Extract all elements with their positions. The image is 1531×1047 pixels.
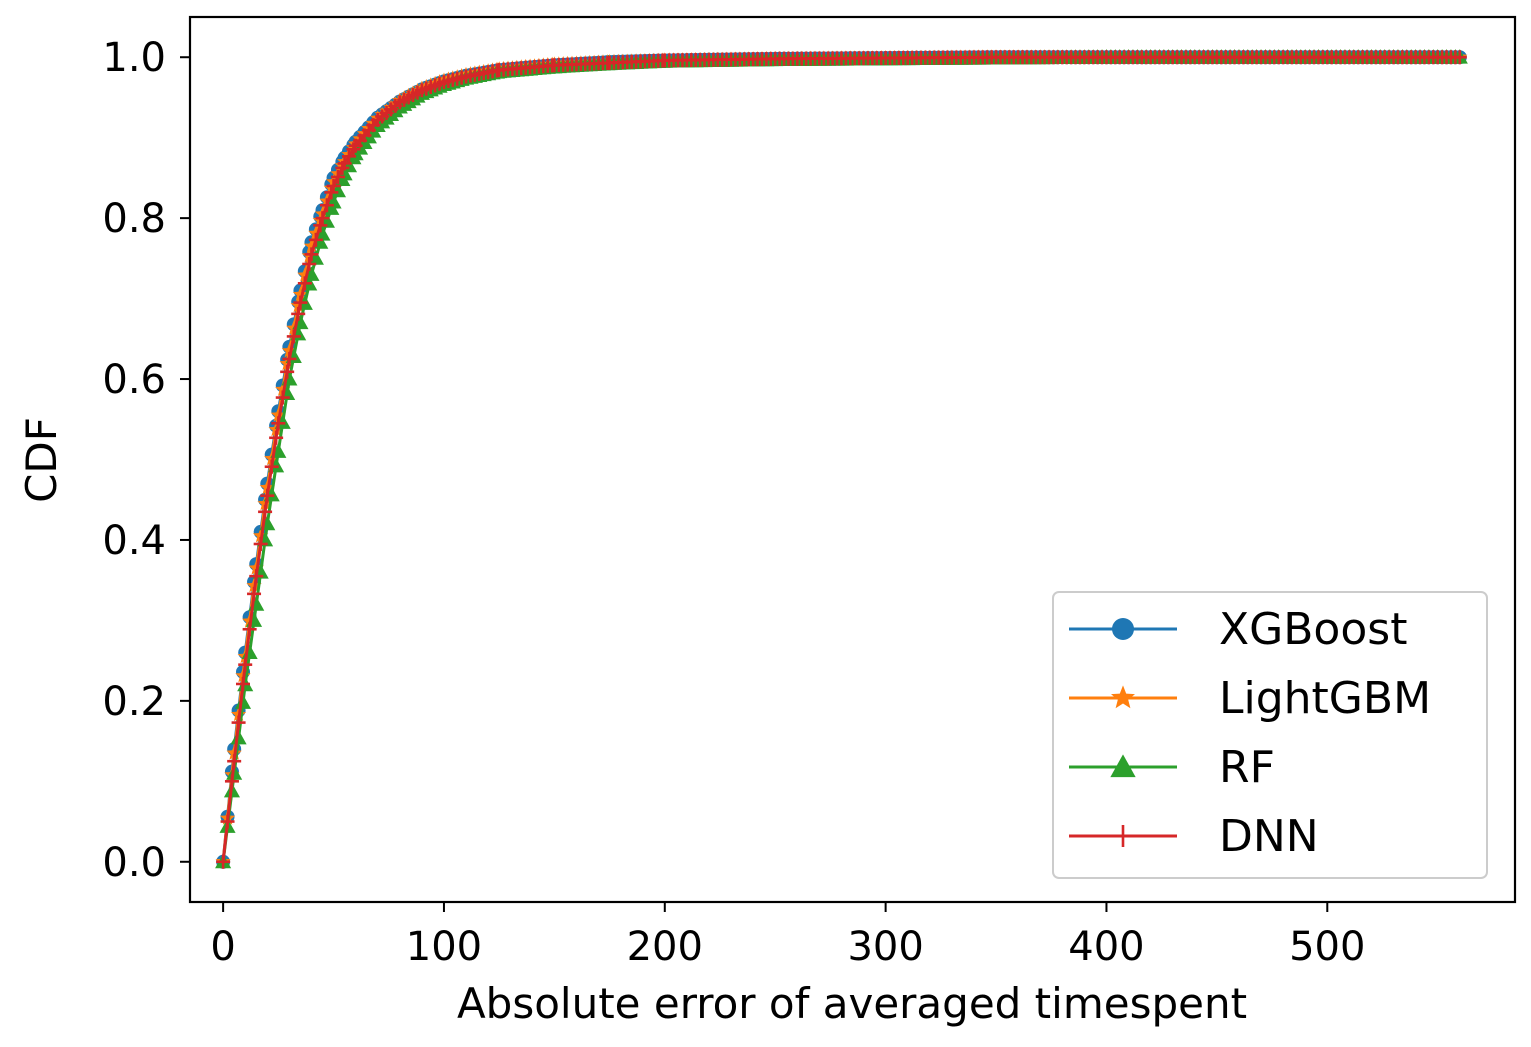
x-tick-label: 400 [1068,924,1144,970]
data-point [258,504,273,519]
data-point [238,657,253,672]
data-point [242,622,257,637]
data-point [1452,50,1467,65]
legend-marker [1112,825,1134,847]
data-point [281,342,297,358]
data-point [269,430,284,445]
y-tick-label: 0.6 [102,357,166,403]
data-point [247,586,262,601]
x-axis-label: Absolute error of averaged timespent [457,979,1247,1028]
y-tick-label: 0.4 [102,518,166,564]
legend: XGBoost LightGBM RF DNN [1052,591,1488,879]
y-axis-label: CDF [17,417,66,503]
data-point [292,286,309,302]
x-tick-label: 100 [406,924,482,970]
data-point [337,156,352,171]
data-point [293,295,308,310]
data-point [303,238,320,253]
data-point [315,211,330,226]
axis-ticks: 0 100 200 300 400 500 0.0 0.2 0.4 0.6 0.8 1.0 [102,35,1365,970]
data-point [279,355,295,371]
data-point [319,198,334,213]
legend-marker [1112,618,1134,640]
data-point [330,169,345,184]
data-point [297,267,313,282]
data-point [326,178,341,193]
legend-marker [1110,754,1136,778]
data-point [302,256,317,271]
x-tick-label: 200 [627,924,703,970]
data-point [297,276,312,291]
data-point [314,226,331,241]
plot-frame [188,15,1517,904]
data-point [308,232,323,247]
y-tick-label: 0.2 [102,679,166,725]
data-point [220,814,235,829]
data-point [231,715,246,730]
x-tick-label: 500 [1289,924,1365,970]
data-point [253,536,268,551]
legend-label: DNN [1219,811,1319,862]
legend-label: XGBoost [1219,604,1407,655]
y-tick-label: 1.0 [102,35,166,81]
data-point [230,729,247,745]
y-tick-label: 0.0 [102,840,166,886]
legend-entry-dnn: DNN [1069,811,1319,862]
data-point [234,694,252,709]
legend-label: LightGBM [1219,673,1431,724]
data-point [275,390,290,405]
y-tick-label: 0.8 [102,196,166,242]
x-tick-label: 300 [847,924,923,970]
data-point [324,185,339,200]
data-point [286,329,301,344]
x-tick-label: 0 [210,924,235,970]
legend-marker [1111,685,1135,709]
legend-box [1052,591,1488,879]
data-point [291,306,306,321]
plot-lines [215,49,1468,869]
data-point [264,459,279,474]
data-point [224,774,239,789]
data-point [313,218,328,233]
legend-entry-xgboost: XGBoost [1069,604,1407,655]
data-point [282,351,297,366]
series-dnn [216,50,1467,869]
data-point [280,364,295,379]
data-point [308,225,324,240]
data-point [216,854,231,869]
legend-entry-lightgbm: LightGBM [1069,673,1431,724]
data-point [271,416,286,431]
legend-label: RF [1219,742,1275,793]
data-point [342,149,356,164]
legend-entry-rf: RF [1069,742,1275,793]
data-point [304,247,319,262]
data-point [236,676,250,691]
data-point [227,754,242,769]
data-point [290,297,306,313]
data-point [249,569,264,584]
data-point [260,488,275,503]
